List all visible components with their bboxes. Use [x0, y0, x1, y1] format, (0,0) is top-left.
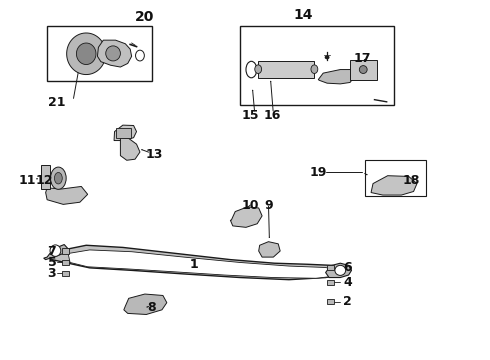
Text: 19: 19 — [310, 166, 327, 179]
Text: 5: 5 — [48, 256, 56, 269]
Polygon shape — [230, 207, 262, 227]
Bar — [47, 26, 152, 81]
Polygon shape — [318, 69, 355, 84]
Text: 20: 20 — [135, 10, 154, 24]
Bar — [62, 260, 69, 265]
Ellipse shape — [50, 167, 66, 189]
Bar — [327, 265, 334, 270]
Text: 2: 2 — [343, 296, 352, 309]
Polygon shape — [67, 33, 106, 75]
Text: 21: 21 — [48, 96, 66, 109]
Polygon shape — [98, 40, 132, 67]
Bar — [365, 160, 426, 196]
Bar — [258, 60, 315, 78]
Ellipse shape — [50, 245, 61, 256]
Polygon shape — [68, 250, 343, 278]
Ellipse shape — [311, 65, 318, 73]
Text: 16: 16 — [263, 109, 281, 122]
Polygon shape — [121, 138, 140, 160]
Bar — [350, 60, 377, 80]
Polygon shape — [114, 125, 137, 140]
Bar — [41, 165, 49, 189]
Ellipse shape — [106, 46, 121, 61]
Polygon shape — [371, 176, 417, 195]
Text: 17: 17 — [353, 51, 371, 64]
Polygon shape — [44, 244, 68, 260]
Bar — [327, 280, 334, 285]
Text: 6: 6 — [343, 261, 352, 274]
Text: 15: 15 — [241, 109, 259, 122]
Polygon shape — [46, 186, 88, 204]
Text: 7: 7 — [48, 245, 56, 258]
Bar — [62, 271, 69, 276]
Ellipse shape — [325, 56, 329, 59]
Text: 10: 10 — [241, 199, 259, 212]
Bar — [62, 248, 69, 253]
Text: 9: 9 — [264, 199, 273, 212]
Bar — [240, 26, 394, 105]
Polygon shape — [326, 263, 351, 278]
Text: 14: 14 — [294, 8, 314, 22]
Bar — [327, 300, 334, 305]
Polygon shape — [259, 242, 280, 257]
Polygon shape — [124, 294, 167, 315]
Text: 11: 11 — [19, 174, 36, 186]
Polygon shape — [49, 245, 345, 280]
Ellipse shape — [359, 66, 367, 73]
Text: 4: 4 — [343, 276, 352, 289]
Text: 3: 3 — [48, 267, 56, 280]
Text: 12: 12 — [36, 174, 53, 186]
Ellipse shape — [255, 65, 262, 73]
Text: 18: 18 — [402, 174, 420, 186]
Bar — [116, 128, 131, 138]
Text: 13: 13 — [146, 148, 163, 161]
Text: 8: 8 — [147, 301, 155, 314]
Polygon shape — [76, 43, 96, 64]
Text: 1: 1 — [189, 258, 198, 271]
Ellipse shape — [54, 172, 62, 184]
Ellipse shape — [335, 265, 345, 275]
